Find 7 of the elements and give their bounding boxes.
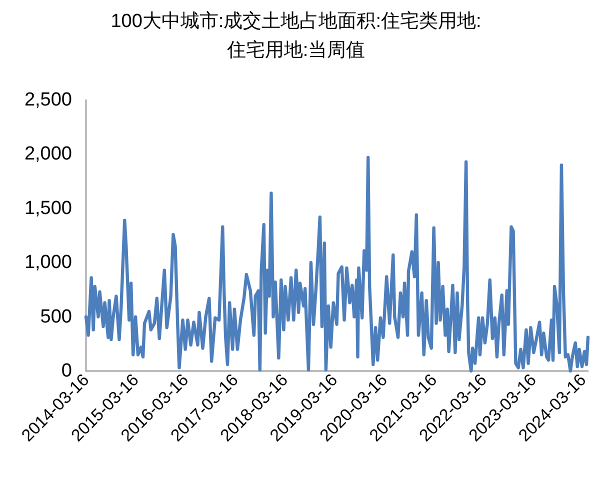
y-tick-label: 2,000 [24, 144, 72, 165]
y-tick-label: 1,000 [24, 252, 72, 274]
y-tick-label: 1,500 [24, 198, 72, 219]
y-tick-label: 0 [61, 360, 72, 382]
y-tick-label: 2,500 [24, 90, 72, 110]
chart-title: 100大中城市:成交土地占地面积:住宅类用地:住宅用地:当周值 [110, 10, 482, 61]
y-tick-label: 500 [40, 306, 72, 328]
